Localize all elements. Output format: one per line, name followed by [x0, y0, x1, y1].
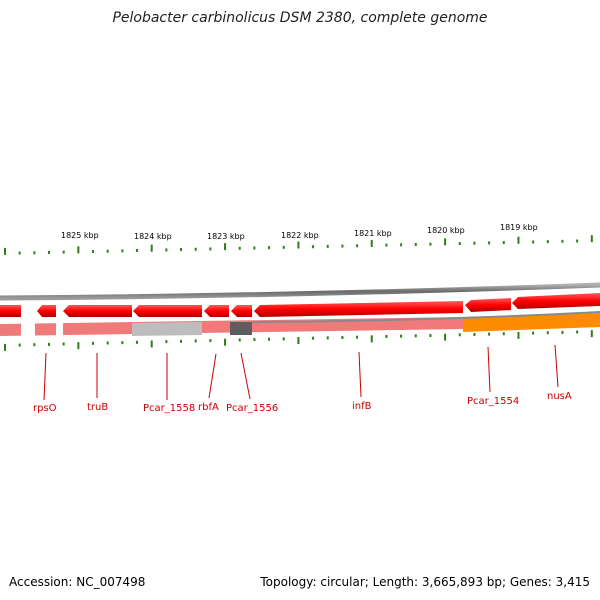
gene-label-nusa: nusA	[547, 391, 572, 402]
gene-arrow	[231, 305, 252, 317]
gene-arrow	[204, 305, 229, 317]
gene-arrow	[63, 305, 132, 317]
scale-ticks-bottom	[4, 330, 593, 351]
band-segment-pcar-1558	[132, 322, 202, 336]
gene-label-trub: truB	[87, 402, 108, 413]
kbp-label: 1823 kbp	[207, 232, 245, 241]
gene-label-pcar-1558: Pcar_1558	[143, 403, 195, 414]
gene-arrow	[37, 305, 56, 317]
kbp-label: 1821 kbp	[354, 229, 392, 238]
gene-leader-lines	[43, 344, 559, 401]
leader-line	[240, 352, 251, 400]
leader-line	[487, 346, 491, 393]
gene-label-infb: infB	[352, 401, 372, 412]
topology-text: Topology: circular; Length: 3,665,893 bp…	[260, 575, 590, 589]
gene-arrow	[465, 298, 511, 312]
gene-arrow	[512, 293, 600, 309]
gene-label-pcar-1556: Pcar_1556	[226, 403, 278, 414]
leader-line	[208, 353, 217, 399]
gene-label-rbfa: rbfA	[198, 402, 219, 413]
accession-text: Accession: NC_007498	[9, 575, 146, 589]
leader-line	[43, 352, 47, 401]
band-segment-orange	[463, 313, 600, 332]
gene-arrow	[0, 305, 21, 317]
leader-line	[358, 351, 362, 398]
gene-label-pcar-1554: Pcar_1554	[467, 396, 519, 407]
leader-line	[554, 344, 559, 388]
band-gap	[21, 320, 35, 338]
kbp-label: 1820 kbp	[427, 226, 465, 235]
gene-arrows	[0, 293, 600, 317]
band-divider-line	[252, 311, 600, 323]
genome-title: Pelobacter carbinolicus DSM 2380, comple…	[112, 10, 488, 26]
gene-arrow	[133, 305, 202, 317]
gene-arrow	[254, 301, 463, 317]
kbp-label: 1822 kbp	[281, 231, 319, 240]
gene-label-rpso: rpsO	[33, 403, 57, 414]
kbp-label: 1819 kbp	[500, 223, 538, 232]
band-gap	[56, 320, 63, 338]
band-segment-pcar-1556	[230, 322, 252, 335]
kbp-label: 1825 kbp	[61, 231, 99, 240]
kbp-label: 1824 kbp	[134, 232, 172, 241]
backbone-curve	[0, 282, 600, 301]
scale-ticks-top	[4, 235, 593, 255]
